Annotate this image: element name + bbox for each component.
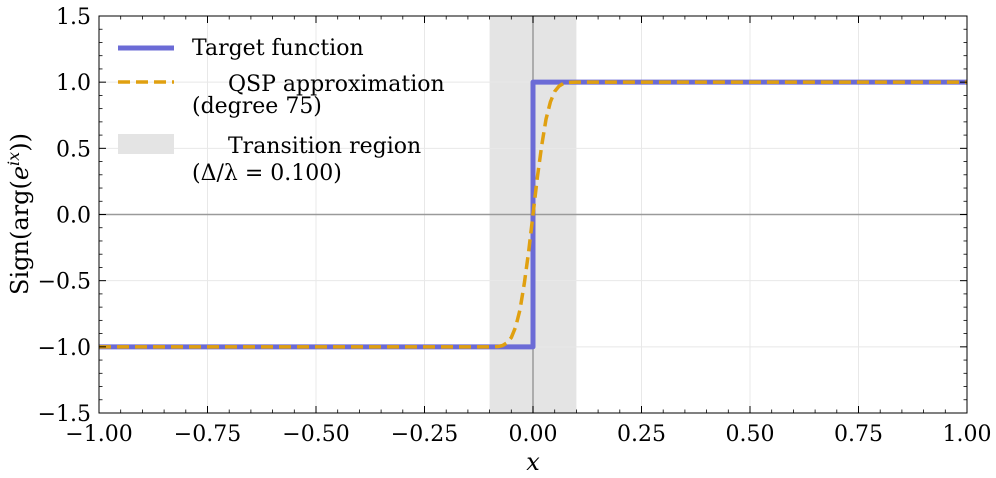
x-tick-label-2: −0.50 (282, 422, 349, 447)
x-tick-label-3: −0.25 (391, 422, 458, 447)
y-axis-title: Sign(arg(eix)) (4, 133, 34, 295)
x-tick-label-7: 0.75 (834, 422, 883, 447)
legend-label-transition-ratio: (Δ/λ = 0.100) (192, 161, 342, 186)
y-tick-label-3: 0.0 (56, 204, 91, 229)
tick-marks (98, 15, 968, 414)
legend-label-qsp-approximation: QSP approximation (228, 72, 445, 97)
x-tick-label-6: 0.50 (726, 422, 775, 447)
y-tick-label-6: 1.5 (56, 5, 91, 30)
y-axis-title-prefix: Sign(arg( (6, 180, 34, 295)
y-axis-title-exponent: ix (4, 152, 23, 166)
x-tick-label-8: 1.00 (943, 422, 992, 447)
series-layer (99, 79, 967, 350)
series-line-qsp-approximation (99, 80, 967, 349)
x-tick-label-5: 0.25 (617, 422, 666, 447)
legend-swatch-transition-region (118, 134, 174, 154)
y-tick-label-0: −1.5 (38, 402, 91, 427)
legend-label-qsp-degree: (degree 75) (192, 94, 322, 119)
x-axis-title: x (526, 448, 540, 476)
tick-labels: −1.00 −0.75 −0.50 −0.25 0.00 0.25 0.50 0.75 1.00… (38, 5, 992, 447)
y-axis-title-base: e (6, 166, 34, 180)
legend-label-target-function: Target function (192, 36, 364, 61)
y-tick-label-2: −0.5 (38, 270, 91, 295)
y-tick-label-1: −1.0 (38, 336, 91, 361)
y-tick-label-5: 1.0 (56, 71, 91, 96)
legend-label-transition-region: Transition region (228, 134, 421, 159)
x-tick-label-1: −0.75 (174, 422, 241, 447)
x-tick-label-4: 0.00 (509, 422, 558, 447)
y-tick-label-4: 0.5 (56, 137, 91, 162)
y-axis-title-suffix: )) (6, 133, 34, 152)
x-tick-label-0: −1.00 (65, 422, 132, 447)
legend: Target function QSP approximation (degre… (118, 36, 445, 186)
